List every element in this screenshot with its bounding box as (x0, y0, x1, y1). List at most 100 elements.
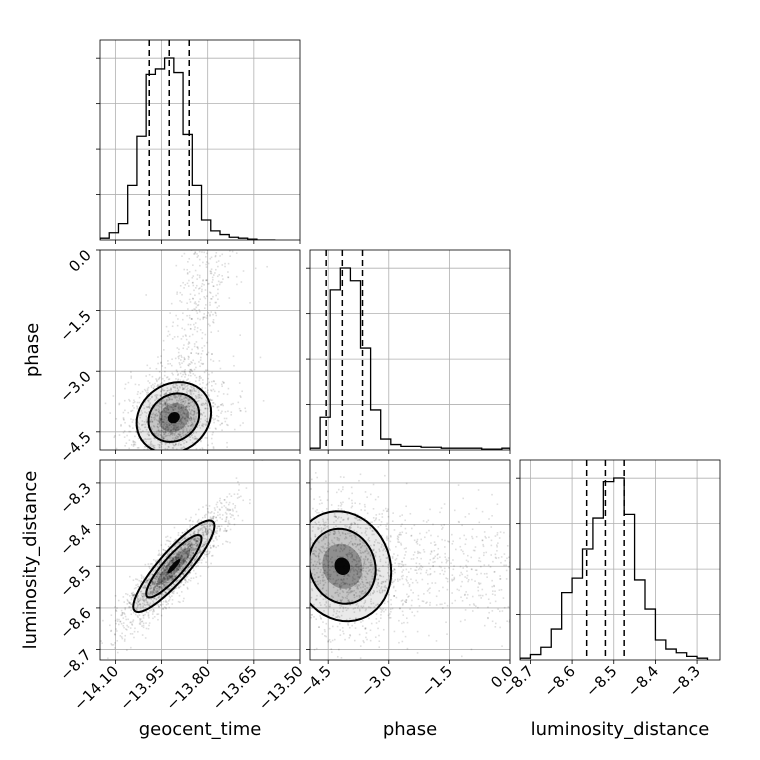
scatter-point (380, 608, 382, 611)
scatter-point (187, 420, 189, 422)
scatter-point (208, 395, 210, 397)
scatter-point (196, 408, 199, 410)
scatter-point (214, 301, 217, 304)
scatter-point (200, 377, 202, 379)
scatter-point (381, 580, 383, 583)
scatter-point (163, 402, 165, 405)
scatter-point (145, 294, 147, 296)
scatter-point (158, 444, 161, 446)
scatter-point (214, 403, 217, 406)
scatter-point (518, 586, 520, 588)
scatter-point (193, 530, 196, 533)
scatter-point (172, 408, 174, 411)
scatter-point (183, 425, 186, 427)
scatter-point (176, 396, 179, 399)
scatter-point (122, 622, 125, 624)
scatter-point (354, 565, 357, 567)
scatter-point (123, 640, 126, 642)
scatter-point (179, 575, 181, 578)
scatter-point (164, 403, 167, 406)
scatter-point (358, 544, 361, 546)
scatter-point (161, 572, 164, 574)
scatter-point (152, 445, 155, 448)
scatter-point (326, 499, 329, 501)
scatter-point (200, 528, 203, 530)
scatter-point (173, 394, 175, 397)
scatter-point (170, 429, 172, 432)
scatter-point (280, 571, 282, 573)
scatter-point (336, 555, 339, 558)
scatter-point (445, 561, 448, 564)
scatter-point (288, 499, 290, 501)
scatter-point (213, 531, 216, 534)
scatter-point (319, 588, 321, 591)
scatter-point (158, 401, 161, 404)
scatter-point (291, 539, 293, 541)
scatter-point (238, 483, 240, 486)
scatter-point (141, 575, 143, 578)
scatter-point (152, 570, 155, 572)
scatter-point (183, 584, 185, 586)
scatter-point (384, 474, 386, 477)
scatter-point (375, 622, 378, 624)
scatter-point (372, 530, 374, 532)
scatter-point (159, 586, 162, 588)
scatter-point (213, 515, 215, 518)
scatter-point (483, 554, 485, 557)
scatter-point (145, 390, 147, 392)
scatter-point (121, 637, 124, 640)
scatter-point (197, 582, 199, 585)
scatter-point (192, 431, 195, 434)
scatter-point (164, 393, 166, 395)
scatter-point (159, 384, 161, 387)
scatter-point (363, 561, 366, 563)
scatter-point (188, 398, 191, 400)
scatter-point (188, 405, 191, 408)
scatter-point (115, 610, 118, 612)
scatter-point (191, 282, 194, 284)
scatter-point (311, 572, 314, 575)
scatter-point (147, 406, 149, 408)
scatter-point (131, 409, 134, 412)
scatter-point (205, 369, 207, 372)
scatter-point (181, 472, 183, 474)
scatter-point (427, 573, 429, 576)
scatter-point (190, 530, 192, 532)
scatter-point (415, 569, 418, 572)
scatter-point (196, 426, 199, 429)
scatter-point (503, 531, 505, 534)
scatter-point (111, 644, 113, 646)
scatter-point (205, 532, 208, 534)
scatter-point (187, 540, 190, 543)
scatter-point (164, 428, 166, 430)
scatter-point (181, 551, 184, 554)
scatter-point (158, 586, 160, 588)
scatter-point (162, 608, 165, 610)
scatter-point (161, 400, 164, 402)
scatter-point (344, 527, 347, 530)
scatter-point (195, 341, 198, 343)
scatter-point (186, 405, 188, 408)
scatter-point (187, 260, 189, 263)
scatter-point (197, 352, 200, 355)
scatter-point (163, 406, 166, 409)
scatter-point (152, 608, 155, 611)
scatter-point (379, 560, 382, 563)
scatter-point (145, 418, 148, 421)
scatter-point (166, 399, 168, 401)
scatter-point (197, 529, 200, 531)
scatter-point (192, 567, 194, 569)
scatter-point (157, 580, 160, 583)
scatter-point (164, 472, 166, 474)
scatter-point (219, 281, 222, 284)
scatter-point (179, 419, 182, 421)
scatter-point (192, 546, 194, 549)
scatter-point (174, 402, 177, 405)
scatter-point (157, 572, 160, 574)
scatter-point (110, 614, 113, 616)
scatter-point (144, 607, 147, 609)
scatter-point (120, 469, 122, 471)
scatter-point (354, 522, 356, 525)
scatter-point (184, 561, 186, 563)
scatter-point (160, 418, 163, 421)
